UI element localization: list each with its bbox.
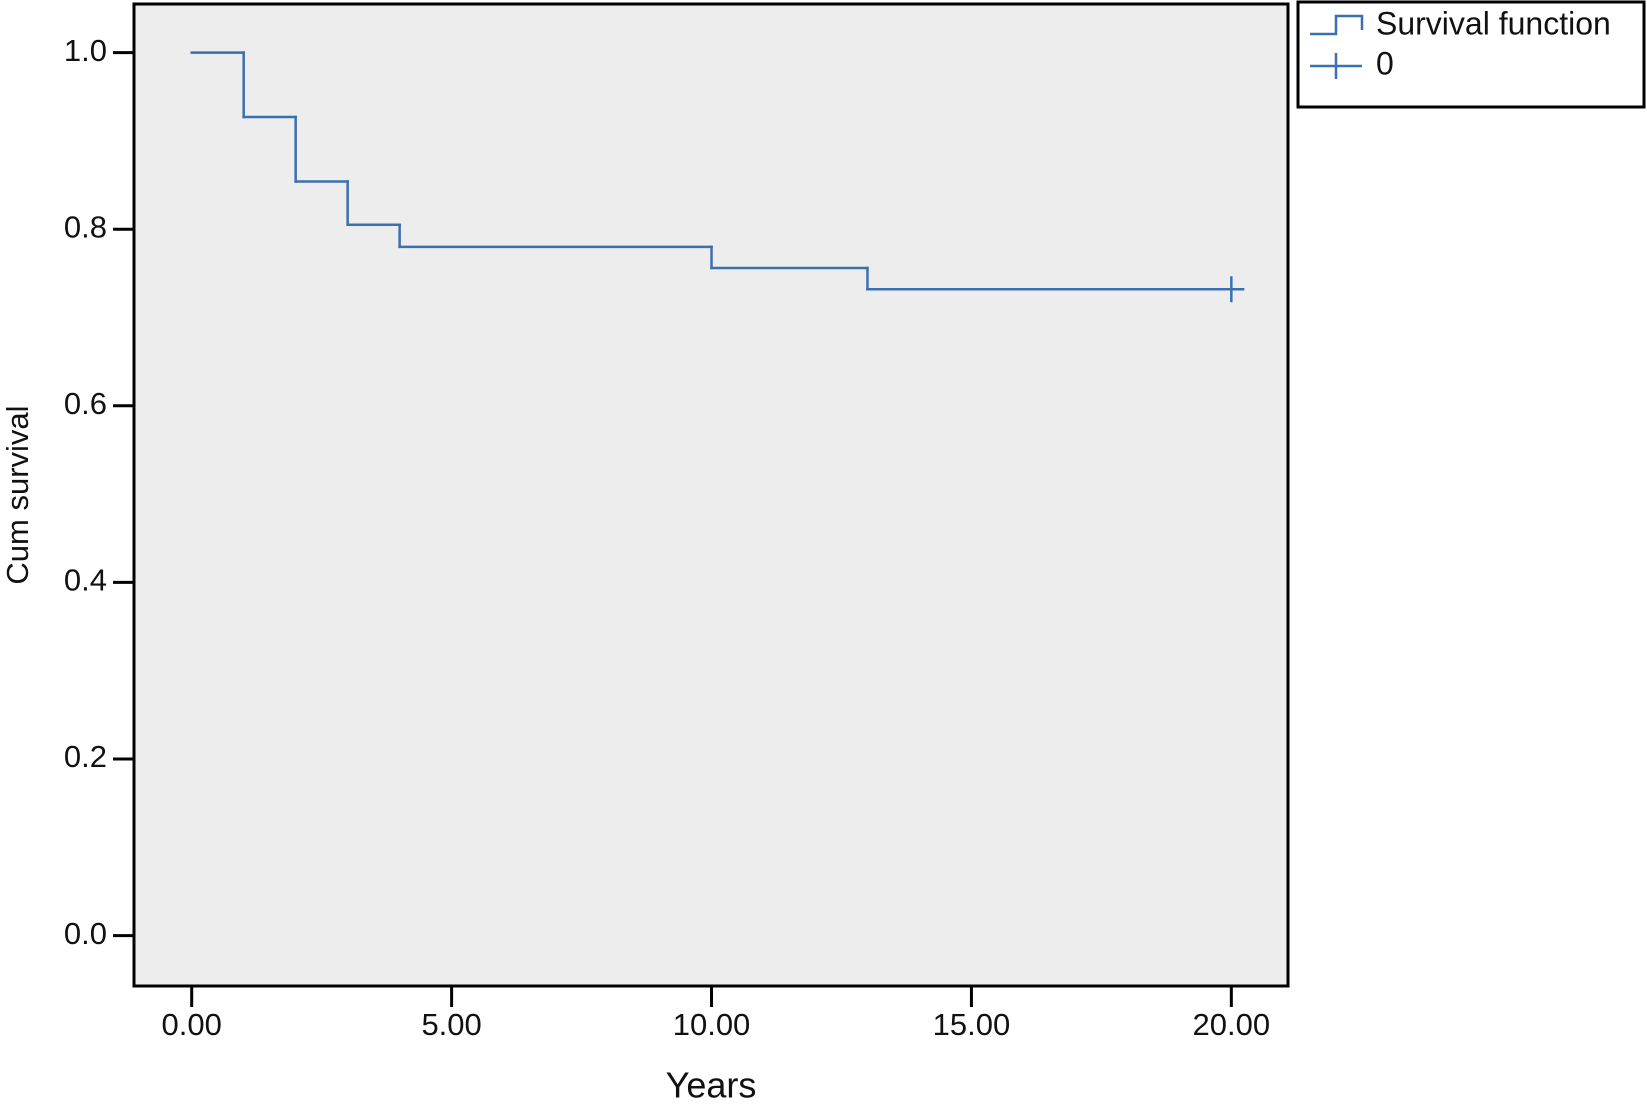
y-tick-label: 0.8 — [64, 209, 107, 244]
x-tick-label: 5.00 — [421, 1007, 481, 1042]
y-tick-label: 0.2 — [64, 739, 107, 774]
y-tick-label: 0.6 — [64, 386, 107, 421]
x-tick-label: 0.00 — [162, 1007, 222, 1042]
legend-box — [1296, 0, 1646, 109]
y-axis-title: Cum survival — [0, 405, 35, 584]
legend: Survival function 0 — [1296, 0, 1646, 109]
x-tick-label: 20.00 — [1193, 1007, 1271, 1042]
censor-mark — [1218, 276, 1245, 303]
y-tick-label: 0.0 — [64, 916, 107, 951]
x-axis-title: Years — [666, 1065, 757, 1106]
x-tick-label: 15.00 — [933, 1007, 1011, 1042]
x-tick-label: 10.00 — [673, 1007, 751, 1042]
legend-label: 0 — [1376, 45, 1394, 81]
y-tick-label: 1.0 — [64, 33, 107, 68]
legend-symbol — [1310, 53, 1362, 79]
legend-symbol — [1310, 14, 1364, 36]
y-tick-label: 0.4 — [64, 563, 107, 598]
legend-label: Survival function — [1376, 5, 1611, 41]
plot-area — [132, 2, 1290, 988]
